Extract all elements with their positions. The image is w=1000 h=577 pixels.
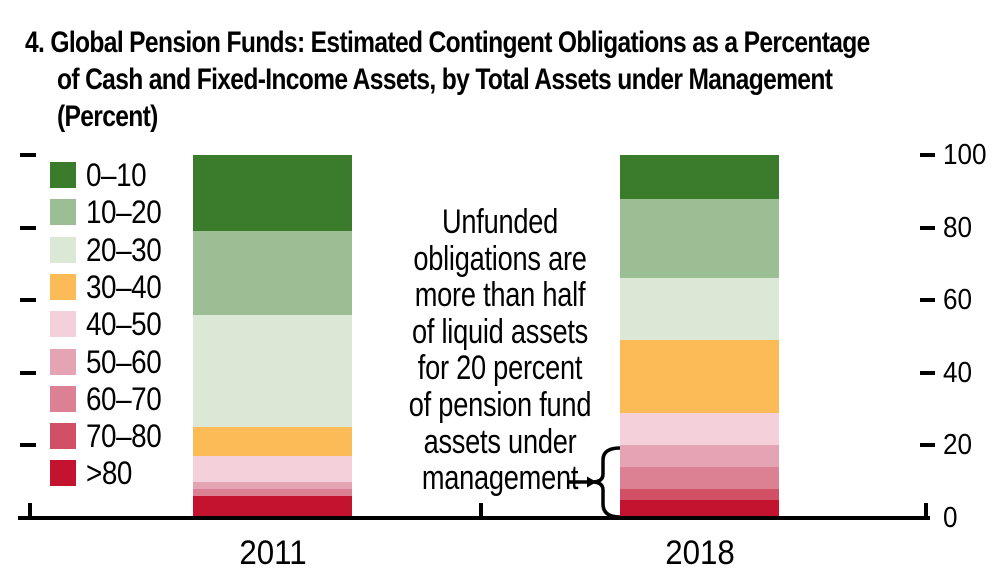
bar-2011-segment-20-30 bbox=[193, 314, 352, 428]
y-axis-right-tick-60 bbox=[920, 298, 935, 303]
y-axis-left-tick-80 bbox=[20, 225, 36, 230]
legend-label-0-10: 0–10 bbox=[86, 157, 147, 193]
annotation-line-8: management bbox=[421, 459, 579, 498]
y-axis-right-label-20: 20 bbox=[943, 429, 973, 462]
bar-2018-segment-10-20 bbox=[620, 198, 779, 279]
y-axis-right-tick-40 bbox=[920, 370, 935, 375]
brace-annotation-pointer bbox=[567, 446, 621, 519]
annotation-line-1: Unfunded bbox=[441, 203, 559, 241]
bar-2011-segment-60-70 bbox=[193, 489, 352, 497]
x-axis-line bbox=[18, 516, 930, 520]
bar-2011-segment-30-40 bbox=[193, 427, 352, 457]
bar-2018-segment-70-80 bbox=[620, 489, 779, 500]
y-axis-right-tick-80 bbox=[920, 225, 935, 230]
legend-label-10-20: 10–20 bbox=[86, 194, 162, 231]
chart-title-line-3: (Percent) bbox=[56, 100, 158, 133]
x-axis-end-tick-right bbox=[924, 503, 928, 518]
legend-swatch-10-20 bbox=[50, 199, 76, 226]
legend-label-70-80: 70–80 bbox=[86, 418, 162, 455]
annotation-text: Unfunded obligations are more than half of … bbox=[356, 204, 644, 497]
legend-label-30-40: 30–40 bbox=[86, 268, 162, 305]
chart-title-line-1: 4. Global Pension Funds: Estimated Conti… bbox=[25, 24, 870, 61]
legend-label-50-60: 50–60 bbox=[86, 343, 162, 380]
y-axis-left-tick-40 bbox=[20, 370, 36, 375]
annotation-line-7: assets under bbox=[423, 422, 577, 461]
legend-swatch-50-60 bbox=[50, 348, 76, 375]
bar-2011-segment-40-50 bbox=[193, 456, 352, 482]
annotation-line-4: of liquid assets bbox=[411, 312, 589, 351]
y-axis-right-label-0: 0 bbox=[943, 502, 958, 534]
x-axis-center-tick bbox=[479, 503, 483, 518]
bar-2018-segment-30-40 bbox=[620, 340, 779, 413]
x-axis-end-tick-left bbox=[28, 503, 32, 518]
y-axis-left-tick-20 bbox=[20, 443, 36, 448]
chart-title-line-2: of Cash and Fixed-Income Assets, by Tota… bbox=[56, 63, 833, 96]
legend-swatch-30-40 bbox=[50, 273, 76, 300]
y-axis-right-label-40: 40 bbox=[943, 356, 973, 389]
annotation-pointer-arrowhead bbox=[587, 476, 597, 488]
x-axis-label-2018: 2018 bbox=[664, 534, 735, 572]
chart-title-text: Global Pension Funds: Estimated Continge… bbox=[50, 26, 870, 59]
legend-label-40-50: 40–50 bbox=[86, 306, 162, 343]
bar-2018-segment-50-60 bbox=[620, 445, 779, 468]
legend-label-60-70: 60–70 bbox=[86, 380, 162, 417]
legend-swatch-20-30 bbox=[50, 236, 76, 263]
bar-2011-segment-50-60 bbox=[193, 481, 352, 489]
y-axis-right-label-80: 80 bbox=[943, 211, 973, 244]
legend-swatch-60-70 bbox=[50, 385, 76, 412]
bar-2018-segment-20-30 bbox=[620, 278, 779, 341]
legend-swatch-40-50 bbox=[50, 311, 76, 338]
legend-label-gt-80: >80 bbox=[86, 455, 132, 492]
legend-swatch-gt-80 bbox=[50, 460, 76, 487]
annotation-line-6: of pension fund bbox=[408, 385, 592, 424]
bar-2011-segment-0-10 bbox=[193, 155, 352, 232]
bar-2018-segment-60-70 bbox=[620, 467, 779, 489]
y-axis-left-tick-100 bbox=[20, 153, 36, 157]
curly-brace-icon bbox=[591, 446, 621, 519]
legend-label-20-30: 20–30 bbox=[86, 231, 162, 268]
figure-number: 4. bbox=[25, 26, 51, 59]
legend-swatch-0-10 bbox=[50, 162, 76, 188]
bar-2011-segment-gt-80 bbox=[193, 496, 352, 518]
annotation-line-2: obligations are bbox=[413, 239, 587, 278]
x-axis-label-2011: 2011 bbox=[238, 534, 307, 572]
bar-2011-segment-10-20 bbox=[193, 231, 352, 315]
y-axis-right-tick-100 bbox=[920, 153, 935, 157]
legend-swatch-70-80 bbox=[50, 423, 76, 450]
annotation-line-3: more than half bbox=[414, 276, 586, 315]
y-axis-left-tick-60 bbox=[20, 298, 36, 303]
bar-2018-segment-gt-80 bbox=[620, 499, 779, 518]
y-axis-right-label-100: 100 bbox=[943, 139, 987, 171]
bar-2018-segment-0-10 bbox=[620, 155, 779, 199]
y-axis-right-tick-20 bbox=[920, 443, 935, 448]
annotation-line-5: for 20 percent bbox=[417, 349, 583, 388]
bar-2018-segment-40-50 bbox=[620, 412, 779, 446]
y-axis-right-label-60: 60 bbox=[943, 284, 973, 317]
chart-title: 4. Global Pension Funds: Estimated Conti… bbox=[25, 24, 870, 135]
